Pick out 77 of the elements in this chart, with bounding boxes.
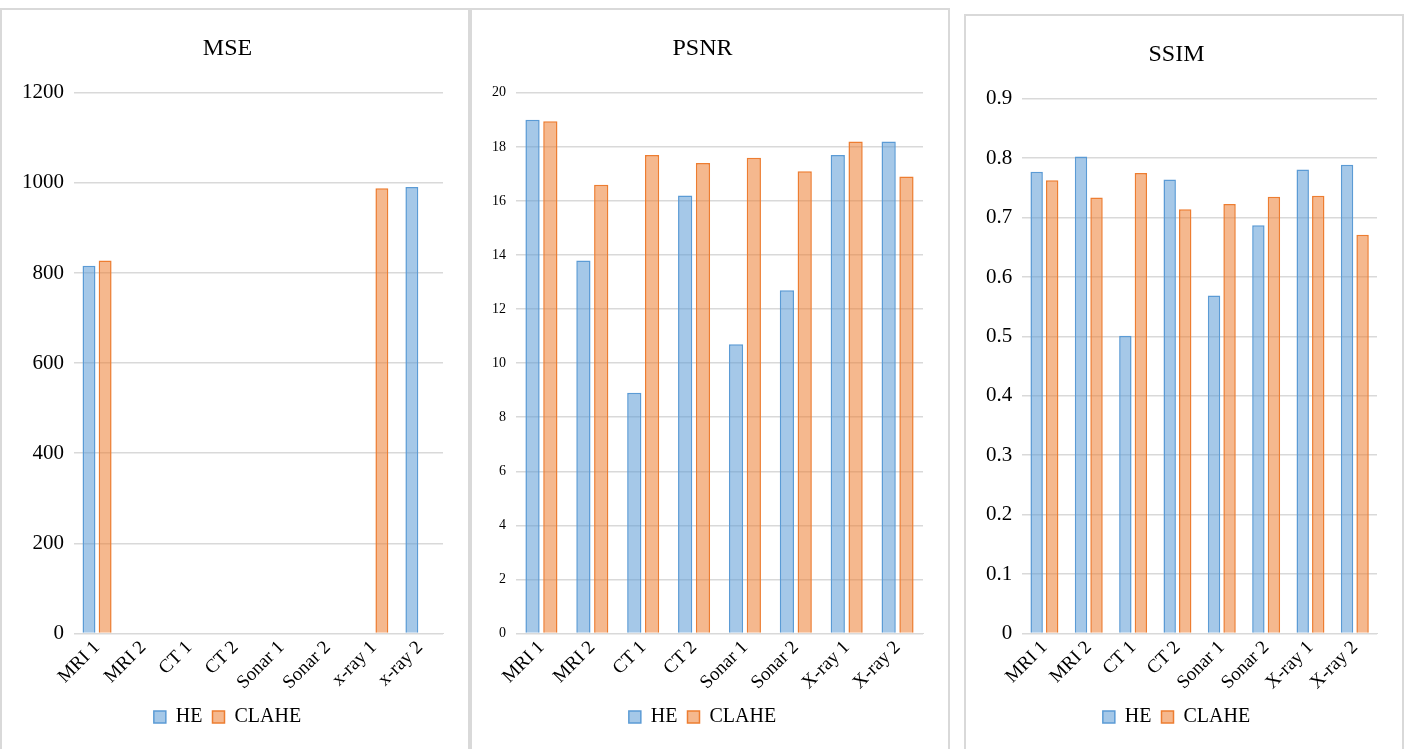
bar — [627, 392, 642, 633]
bar — [1296, 169, 1309, 633]
y-tick-label: 0.2 — [986, 501, 1013, 526]
y-tick-label: 10 — [492, 354, 506, 370]
bar — [405, 186, 419, 633]
y-tick-label: 0.5 — [986, 322, 1013, 347]
chart-title: MSE — [202, 33, 253, 60]
x-tick-label: CT 1 — [607, 636, 650, 678]
x-tick-label: CT 1 — [1097, 636, 1140, 678]
chart-title: PSNR — [672, 33, 733, 60]
chart-title: SSIM — [1148, 39, 1205, 66]
y-tick-label: 1200 — [22, 79, 64, 104]
y-tick-label: 0 — [499, 625, 506, 641]
bar — [830, 154, 845, 633]
y-tick-label: 2 — [499, 571, 506, 587]
y-tick-label: 16 — [492, 192, 506, 208]
y-tick-label: 0.6 — [986, 263, 1013, 288]
y-tick-label: 1000 — [22, 169, 64, 194]
y-tick-label: 12 — [492, 300, 506, 316]
bar — [1091, 198, 1102, 633]
y-tick-label: 4 — [499, 517, 506, 532]
bar — [576, 260, 591, 633]
y-tick-label: 20 — [492, 84, 506, 100]
bar — [1179, 209, 1192, 633]
y-tick-label: 6 — [499, 462, 506, 478]
y-tick-label: 0 — [1001, 619, 1013, 644]
bar — [1134, 173, 1148, 633]
y-tick-label: 0.3 — [986, 441, 1013, 466]
y-tick-label: 0.7 — [986, 204, 1013, 229]
bar — [899, 176, 914, 633]
x-tick-label: CT 2 — [658, 636, 701, 678]
legend-label: CLAHE — [234, 704, 302, 727]
x-tick-label: CT 1 — [153, 636, 196, 678]
bar — [1267, 196, 1281, 633]
bar — [1224, 205, 1235, 633]
legend-label: CLAHE — [709, 704, 777, 727]
bar — [1030, 171, 1043, 633]
bar — [644, 154, 660, 633]
bar — [1074, 156, 1088, 633]
y-tick-label: 8 — [499, 408, 506, 424]
bar — [1207, 295, 1221, 633]
y-tick-label: 0.1 — [986, 560, 1013, 585]
bar — [594, 184, 609, 633]
legend-label: HE — [650, 704, 678, 727]
bar — [1356, 234, 1369, 633]
bar — [797, 171, 812, 633]
bar — [746, 157, 761, 633]
y-tick-label: 200 — [32, 529, 64, 554]
bar — [1163, 179, 1176, 633]
y-tick-label: 0.9 — [986, 85, 1013, 110]
y-tick-label: 600 — [32, 349, 64, 374]
legend-label: HE — [175, 704, 203, 727]
bar — [678, 195, 693, 633]
y-tick-label: 0.4 — [986, 382, 1013, 407]
y-tick-label: 400 — [32, 439, 64, 464]
bar — [1252, 225, 1265, 633]
bar — [98, 260, 112, 633]
y-tick-label: 0 — [53, 619, 64, 644]
bar — [525, 119, 540, 633]
bar — [543, 121, 558, 633]
bar — [1340, 164, 1354, 633]
legend-label: HE — [1124, 704, 1152, 727]
legend-label: CLAHE — [1183, 704, 1251, 727]
y-tick-label: 18 — [492, 138, 506, 154]
bar — [881, 141, 896, 633]
y-tick-label: 14 — [492, 246, 506, 262]
bar — [728, 344, 744, 633]
bar — [375, 188, 389, 633]
bar — [1045, 180, 1059, 633]
bar — [779, 290, 795, 633]
bar — [695, 163, 711, 633]
bar — [848, 141, 863, 633]
y-tick-label: 0.8 — [986, 144, 1013, 169]
bar — [82, 265, 96, 633]
y-tick-label: 800 — [32, 259, 64, 284]
bar — [1119, 335, 1132, 633]
bar — [1312, 195, 1325, 633]
